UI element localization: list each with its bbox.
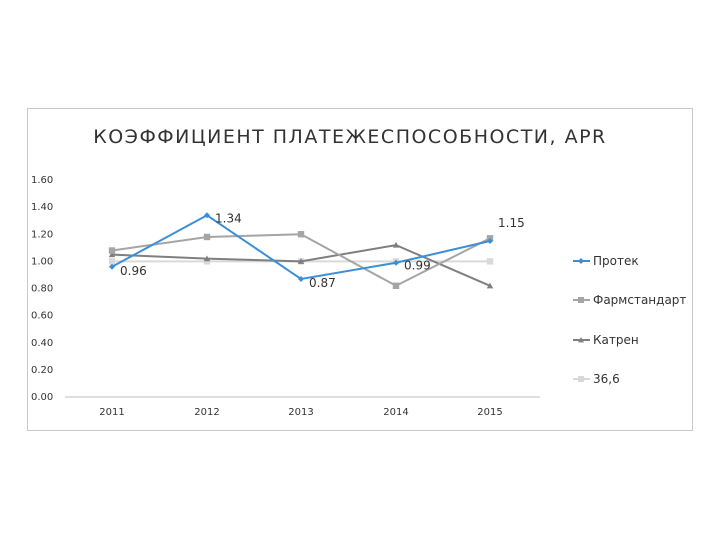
data-point <box>108 251 116 258</box>
data-point <box>298 276 304 283</box>
y-tick-label: 0.00 <box>31 392 53 403</box>
data-point <box>109 263 115 270</box>
data-labels: 0.96 1.34 0.87 0.99 1.15 <box>120 211 525 290</box>
legend-marker <box>578 297 584 303</box>
data-point <box>204 212 210 219</box>
legend-item: Катрен <box>573 333 639 347</box>
x-tick-label: 2015 <box>477 407 502 418</box>
legend-label: Протек <box>593 254 639 268</box>
legend-marker <box>578 337 584 343</box>
legend-item: Фармстандарт <box>573 293 686 307</box>
legend-item: 36,6 <box>573 372 620 386</box>
data-point <box>393 259 399 266</box>
data-label: 0.99 <box>404 259 431 273</box>
data-point <box>108 258 116 265</box>
data-point <box>108 247 116 254</box>
data-label: 0.96 <box>120 264 147 278</box>
x-tick-label: 2013 <box>288 407 313 418</box>
axes: 0.00 0.20 0.40 0.60 0.80 1.00 1.20 1.40 1.60 2011… <box>31 175 540 418</box>
data-point <box>203 255 211 262</box>
y-tick-label: 0.60 <box>31 311 53 322</box>
data-point <box>297 258 305 264</box>
data-point <box>487 238 493 245</box>
series-3 <box>108 241 494 289</box>
chart-title: КОЭФФИЦИЕНТ ПЛАТЕЖЕСПОСОБНОСТИ, APR <box>93 126 607 148</box>
data-label: 1.15 <box>498 216 525 230</box>
data-point <box>392 282 400 289</box>
x-tick-label: 2012 <box>194 407 219 418</box>
legend-item: Протек <box>573 254 639 268</box>
y-tick-label: 1.40 <box>31 202 53 213</box>
series-layer <box>108 212 494 289</box>
data-point <box>203 233 211 241</box>
y-tick-label: 0.80 <box>31 284 53 295</box>
data-point <box>392 241 400 248</box>
series-1 <box>109 212 493 283</box>
y-tick-label: 0.20 <box>31 365 53 376</box>
data-point <box>203 258 211 265</box>
data-point <box>297 231 305 238</box>
data-point <box>486 282 494 289</box>
x-tick-label: 2014 <box>383 407 408 418</box>
data-point <box>486 258 494 265</box>
legend-label: 36,6 <box>593 372 620 386</box>
y-tick-label: 1.60 <box>31 175 53 186</box>
legend: Протек Фармстандарт Катрен 36,6 <box>573 254 686 386</box>
legend-label: Катрен <box>593 333 639 347</box>
legend-marker <box>578 376 584 382</box>
y-tick-label: 1.20 <box>31 229 53 240</box>
y-tick-label: 0.40 <box>31 338 53 349</box>
data-label: 0.87 <box>309 276 336 290</box>
data-label: 1.34 <box>215 211 242 225</box>
legend-marker <box>578 258 584 264</box>
y-tick-label: 1.00 <box>31 256 53 267</box>
legend-label: Фармстандарт <box>593 293 686 307</box>
x-tick-label: 2011 <box>99 407 124 418</box>
series-line <box>111 214 491 281</box>
